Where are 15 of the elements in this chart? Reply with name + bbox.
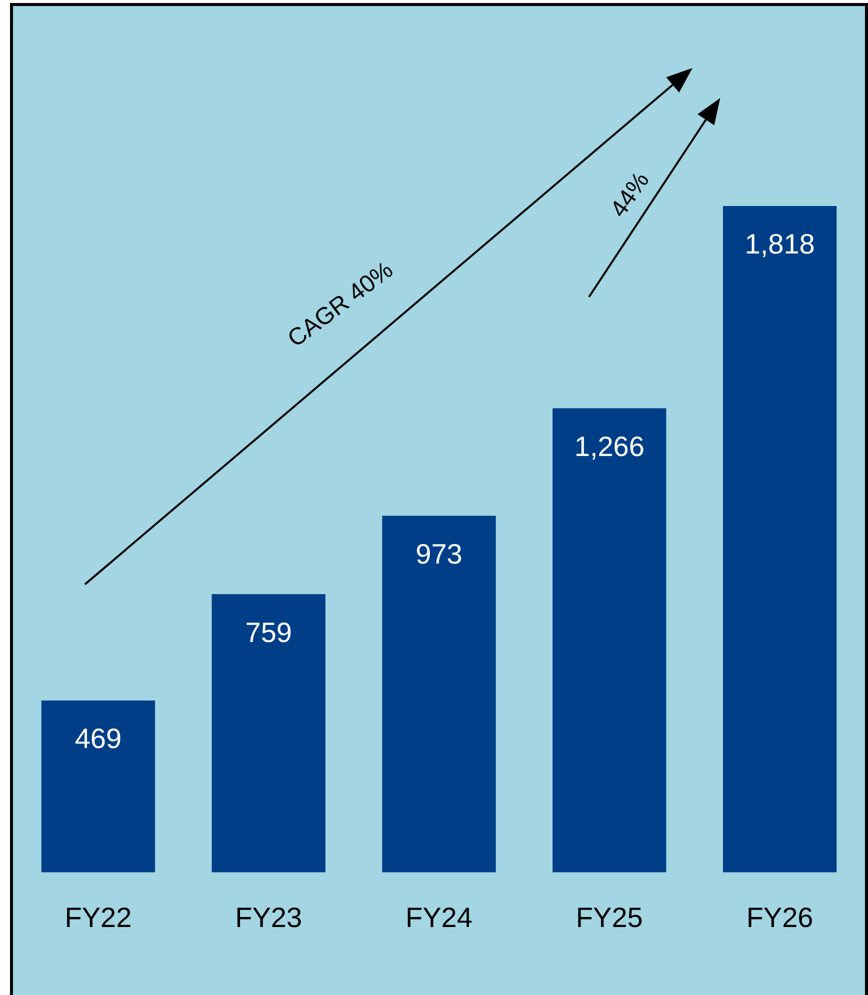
data-label: 469 [74,723,122,754]
data-label: 973 [416,538,462,570]
x-tick-label: FY23 [235,902,302,933]
bar [41,700,156,872]
data-label: 1,818 [744,228,815,260]
x-tick-label: FY24 [406,902,472,933]
x-tick-label: FY25 [576,902,643,933]
data-label: 759 [245,616,292,648]
bar [212,594,326,872]
data-label: 1,266 [574,431,644,462]
x-tick-label: FY22 [64,902,132,933]
bar [382,516,496,872]
bar [552,408,666,872]
x-tick-label: FY26 [746,902,814,933]
bar [722,206,837,872]
